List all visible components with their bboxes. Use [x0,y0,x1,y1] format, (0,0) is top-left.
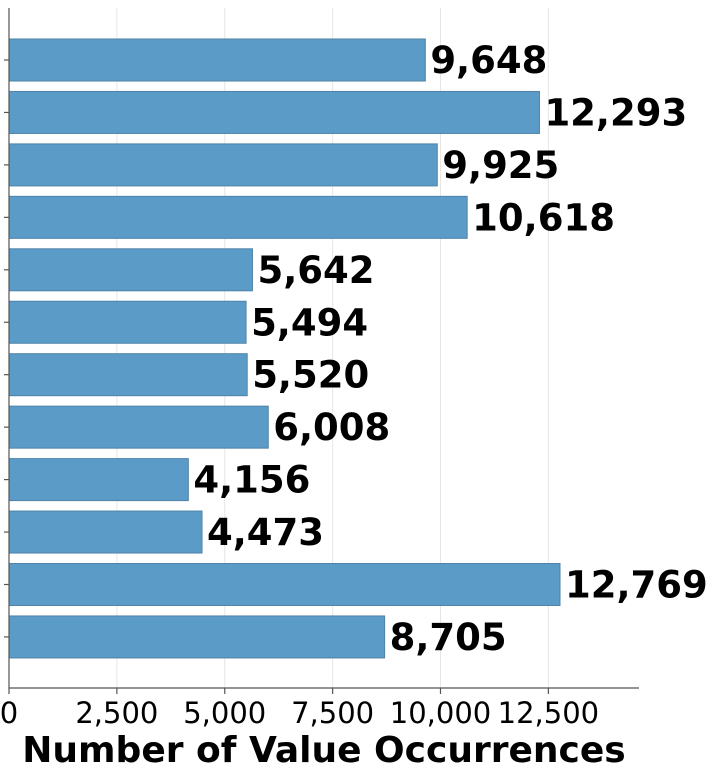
bar-7 [8,405,269,449]
bar-9 [8,510,203,554]
value-label-1: 12,293 [544,91,687,134]
value-label-8: 4,156 [193,459,310,502]
value-label-10: 12,769 [565,564,708,607]
bar-8 [8,458,189,502]
value-label-6: 5,520 [252,354,369,397]
value-label-11: 8,705 [390,616,507,659]
x-tick-label-3: 7,500 [291,696,374,730]
x-tick-label-5: 12,500 [498,696,599,730]
value-label-9: 4,473 [207,511,324,554]
bar-4 [8,248,253,292]
value-label-2: 9,925 [442,144,559,187]
bar-5 [8,300,247,344]
x-tick-label-1: 2,500 [75,696,158,730]
value-label-0: 9,648 [430,39,547,82]
value-labels: 9,648 12,293 9,925 10,618 5,642 5,494 5,520 6,0… [193,39,707,659]
bars [8,38,561,659]
bar-11 [8,615,386,659]
bar-6 [8,353,248,397]
x-axis-title: Number of Value Occurrences [22,730,625,771]
bar-3 [8,195,468,239]
bar-10 [8,563,561,606]
x-tick-label-0: 0 [0,696,18,730]
x-tick-label-4: 10,000 [390,696,491,730]
bar-0 [8,38,426,82]
x-tick-label-2: 5,000 [183,696,266,730]
bar-2 [8,143,438,187]
value-label-5: 5,494 [251,301,368,344]
y-ticks [4,59,9,638]
value-label-4: 5,642 [257,249,374,292]
x-ticks: 0 2,500 5,000 7,500 10,000 12,500 [0,688,599,730]
value-label-7: 6,008 [273,406,390,449]
bar-1 [8,90,540,134]
value-label-3: 10,618 [472,196,615,239]
